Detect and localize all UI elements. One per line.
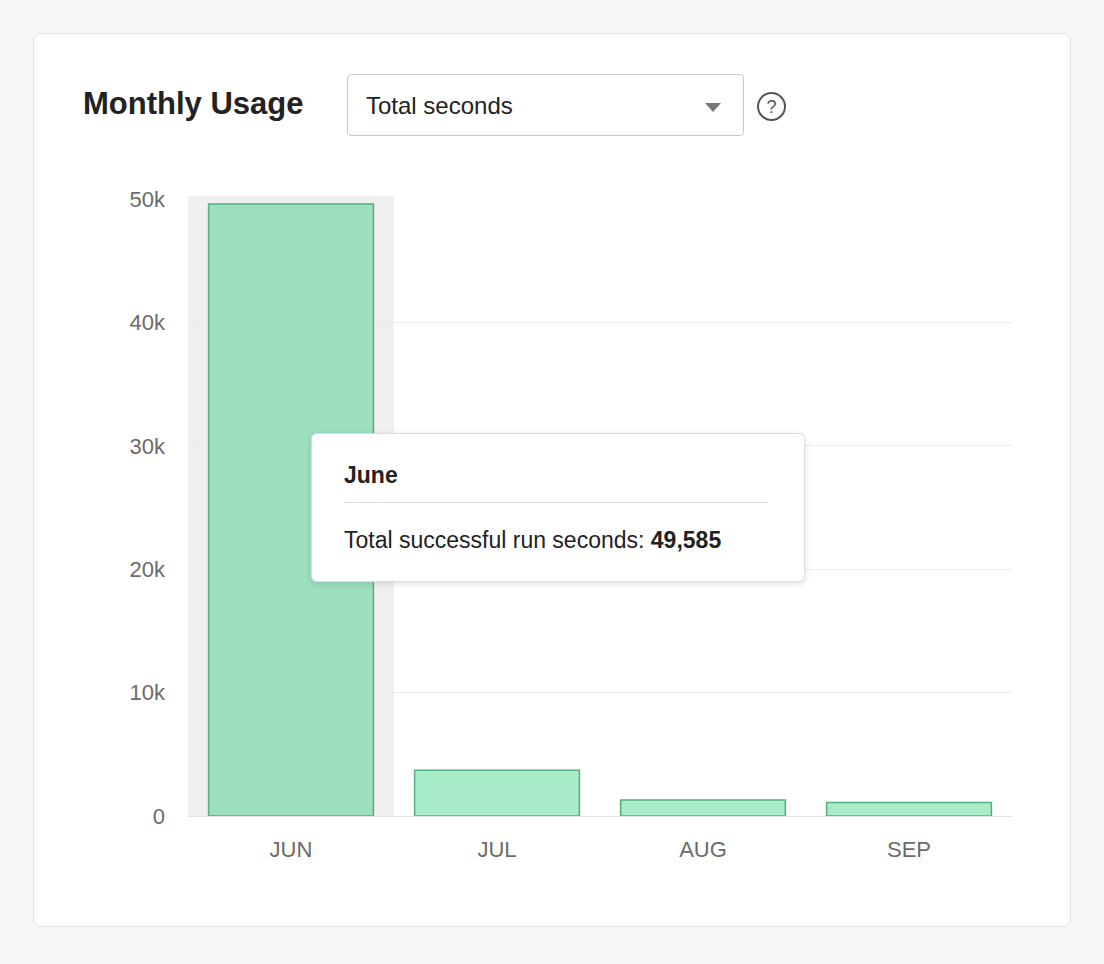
svg-text:20k: 20k [130, 557, 166, 582]
svg-text:JUL: JUL [477, 837, 516, 862]
html-text:Total seconds: Total seconds [366, 92, 513, 119]
svg-text:SEP: SEP [887, 837, 931, 862]
svg-text:JUN: JUN [270, 837, 313, 862]
svg-text:AUG: AUG [679, 837, 727, 862]
html-text:Total successful run seconds:: Total successful run seconds: 49,585 [344, 527, 722, 553]
svg-text:0: 0 [153, 804, 165, 829]
html-text:June: June [344, 462, 398, 488]
svg-text:30k: 30k [130, 434, 166, 459]
html-text:Monthly Usage: Monthly Usage [83, 86, 304, 121]
svg-text:50k: 50k [130, 187, 166, 212]
svg-text:40k: 40k [130, 310, 166, 335]
svg-text:10k: 10k [130, 680, 166, 705]
